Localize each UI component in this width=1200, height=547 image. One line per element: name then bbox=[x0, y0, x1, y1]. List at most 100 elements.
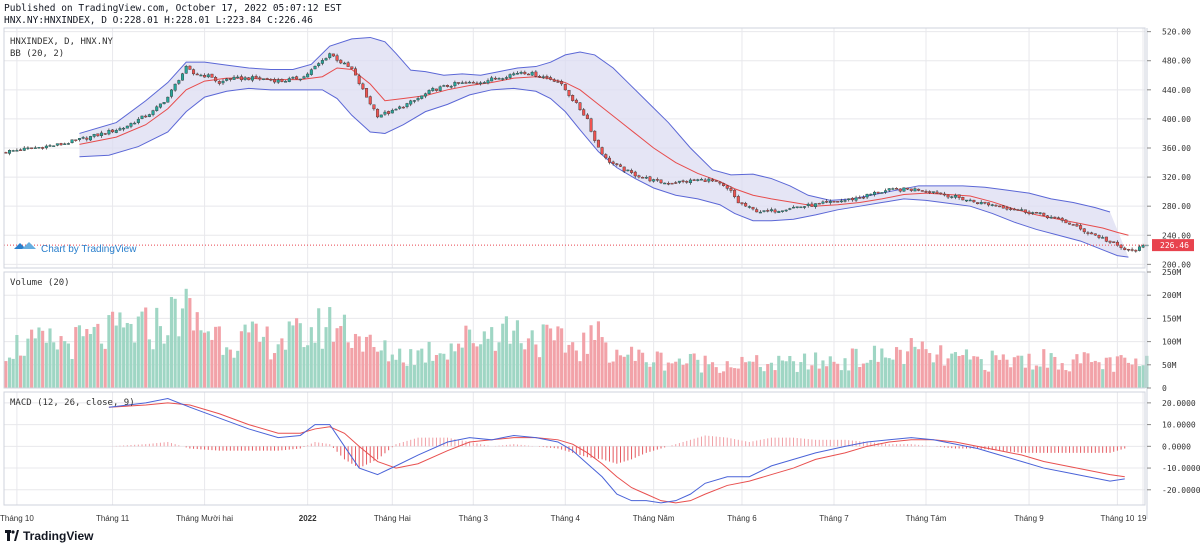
candle-body bbox=[490, 77, 494, 82]
volume-bar bbox=[41, 330, 45, 388]
candle-body bbox=[438, 86, 442, 91]
volume-bar bbox=[961, 355, 965, 388]
candle-body bbox=[107, 130, 111, 135]
candle-body bbox=[501, 78, 505, 80]
candle-body bbox=[177, 80, 181, 84]
candle-body bbox=[342, 62, 346, 65]
candle-body bbox=[1023, 209, 1027, 213]
x-tick-label: Tháng 9 bbox=[1014, 514, 1044, 523]
tradingview-logo-icon bbox=[5, 530, 19, 541]
candle-body bbox=[545, 76, 549, 79]
candle-body bbox=[412, 100, 416, 102]
candle-body bbox=[442, 85, 446, 87]
volume-bar bbox=[975, 356, 980, 388]
candle-body bbox=[265, 78, 269, 80]
candle-body bbox=[722, 183, 726, 186]
volume-bar bbox=[858, 367, 862, 388]
candle-body bbox=[655, 179, 659, 181]
candle-body bbox=[273, 79, 277, 83]
volume-bar bbox=[184, 288, 188, 388]
volume-bar bbox=[1112, 371, 1116, 388]
volume-bar bbox=[788, 355, 792, 388]
volume-bar bbox=[987, 371, 991, 388]
price-tick-label: 200.00 bbox=[1162, 260, 1191, 269]
candle-body bbox=[427, 90, 431, 95]
candle-body bbox=[976, 202, 980, 205]
candle-body bbox=[169, 89, 173, 97]
volume-bar bbox=[622, 356, 626, 388]
volume-bar bbox=[972, 356, 976, 388]
volume-bar bbox=[615, 349, 619, 388]
volume-bar bbox=[434, 355, 439, 388]
candle-body bbox=[100, 132, 104, 136]
candle-body bbox=[747, 206, 751, 208]
candle-body bbox=[766, 210, 770, 212]
candle-body bbox=[1057, 217, 1060, 219]
volume-bar bbox=[979, 359, 983, 388]
volume-bar bbox=[66, 343, 70, 388]
volume-bar bbox=[935, 354, 939, 388]
volume-bar bbox=[133, 342, 137, 388]
x-tick-label: Tháng Hai bbox=[374, 514, 411, 523]
candle-body bbox=[409, 100, 413, 105]
volume-bar bbox=[681, 364, 685, 388]
volume-bar bbox=[364, 336, 369, 388]
candle-body bbox=[199, 74, 203, 77]
candle-body bbox=[744, 202, 748, 207]
candle-body bbox=[626, 169, 630, 172]
candle-body bbox=[843, 200, 847, 202]
volume-bar bbox=[563, 352, 567, 388]
candle-body bbox=[162, 102, 166, 105]
volume-bar bbox=[125, 322, 129, 388]
candle-body bbox=[1027, 211, 1031, 214]
x-tick-label: Tháng Mười hai bbox=[176, 514, 233, 523]
candle-body bbox=[909, 188, 913, 191]
volume-bar bbox=[320, 348, 324, 388]
volume-bar bbox=[114, 325, 118, 388]
candle-body bbox=[979, 202, 983, 205]
volume-bar bbox=[806, 369, 810, 388]
brand-logo[interactable]: TradingView bbox=[5, 529, 93, 543]
candle-body bbox=[324, 58, 328, 61]
volume-bar bbox=[747, 361, 751, 388]
volume-bar bbox=[725, 361, 729, 388]
volume-tick-label: 250M bbox=[1162, 268, 1181, 277]
candle-body bbox=[41, 147, 45, 149]
candle-body bbox=[331, 53, 335, 57]
volume-bar bbox=[696, 359, 700, 388]
candle-body bbox=[1104, 236, 1108, 242]
volume-bar bbox=[618, 355, 623, 388]
candle-body bbox=[574, 99, 578, 103]
x-tick-label: Tháng 6 bbox=[727, 514, 757, 523]
candle-body bbox=[780, 210, 784, 212]
candle-body bbox=[571, 95, 575, 101]
candle-body bbox=[714, 180, 718, 182]
macd-tick-label: -20.0000 bbox=[1162, 486, 1200, 495]
volume-bar bbox=[880, 348, 884, 388]
volume-bar bbox=[1064, 370, 1068, 388]
candle-body bbox=[865, 193, 869, 198]
candle-body bbox=[298, 78, 302, 81]
volume-bar bbox=[482, 331, 486, 388]
candle-body bbox=[637, 175, 641, 178]
candle-body bbox=[70, 139, 74, 144]
volume-bar bbox=[140, 311, 144, 388]
candle-body bbox=[633, 171, 637, 177]
candle-body bbox=[953, 195, 957, 198]
volume-bar bbox=[1009, 367, 1013, 388]
volume-bar bbox=[784, 361, 788, 388]
candle-body bbox=[30, 147, 34, 149]
volume-bar bbox=[1134, 358, 1138, 388]
volume-bar bbox=[387, 361, 391, 388]
candle-body bbox=[607, 157, 611, 163]
candle-body bbox=[19, 149, 23, 151]
candle-body bbox=[1134, 249, 1138, 252]
candle-body bbox=[239, 76, 243, 81]
candle-body bbox=[1112, 241, 1116, 243]
candle-body bbox=[847, 198, 851, 200]
volume-bar bbox=[604, 342, 608, 388]
volume-bar bbox=[942, 365, 946, 388]
candle-body bbox=[751, 206, 755, 210]
volume-bar bbox=[1071, 359, 1075, 388]
